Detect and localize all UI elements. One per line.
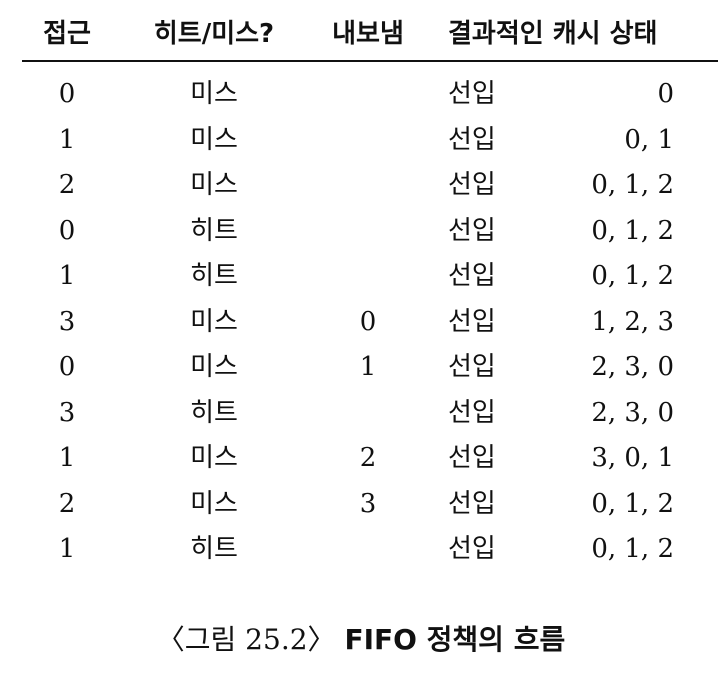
cell-hit-miss: 미스	[190, 306, 238, 337]
cell-insert: 선입	[448, 124, 496, 155]
cell-insert: 선입	[448, 443, 496, 473]
cell-hit-miss: 미스	[190, 124, 238, 155]
header-access: 접근	[43, 19, 91, 49]
cell-hit-miss: 미스	[190, 443, 238, 473]
table-header-row: 접근 히트/미스? 내보냄 결과적인 캐시 상태	[22, 8, 718, 62]
table-row: 0 미스 1 선입 2, 3, 0	[22, 345, 718, 391]
table-row: 1 히트 선입 0, 1, 2	[22, 254, 718, 300]
header-hit-miss: 히트/미스?	[153, 19, 275, 49]
cell-access: 0	[58, 215, 76, 246]
figure-caption: 〈그림 25.2〉 FIFO 정책의 흐름	[0, 620, 722, 660]
header-resulting-cache-state: 결과적인 캐시 상태	[448, 19, 658, 49]
cell-insert: 선입	[448, 306, 496, 337]
table-row: 1 히트 선입 0, 1, 2	[22, 527, 718, 573]
cell-access: 1	[58, 443, 76, 473]
cell-access: 1	[58, 261, 76, 291]
cell-access: 1	[58, 534, 76, 564]
table-row: 0 히트 선입 0, 1, 2	[22, 209, 718, 255]
cell-evicted: 0	[359, 306, 377, 337]
cell-access: 3	[58, 306, 76, 337]
caption-prefix: 〈그림 25.2〉	[156, 623, 336, 656]
cell-insert: 선입	[448, 261, 496, 291]
header-evicted: 내보냄	[332, 19, 404, 49]
cell-cache-state: 2, 3, 0	[591, 397, 674, 428]
cell-cache-state: 0, 1, 2	[591, 488, 674, 519]
caption-title: FIFO 정책의 흐름	[344, 623, 566, 656]
cell-cache-state: 0, 1, 2	[591, 215, 674, 246]
table-row: 1 미스 선입 0, 1	[22, 118, 718, 164]
cell-access: 0	[58, 352, 76, 382]
cell-access: 2	[58, 488, 76, 519]
cell-cache-state: 0, 1, 2	[591, 170, 674, 200]
cell-insert: 선입	[448, 79, 496, 109]
cell-insert: 선입	[448, 170, 496, 200]
cell-access: 1	[58, 124, 76, 155]
cell-insert: 선입	[448, 215, 496, 246]
cell-access: 2	[58, 170, 76, 200]
table-row: 2 미스 선입 0, 1, 2	[22, 163, 718, 209]
cell-cache-state: 0, 1	[624, 124, 674, 155]
cell-cache-state: 0, 1, 2	[591, 534, 674, 564]
cell-hit-miss: 미스	[190, 79, 238, 109]
cell-insert: 선입	[448, 352, 496, 382]
table-row: 2 미스 3 선입 0, 1, 2	[22, 482, 718, 528]
cell-cache-state: 3, 0, 1	[591, 443, 674, 473]
cell-hit-miss: 히트	[190, 261, 238, 291]
cell-hit-miss: 미스	[190, 170, 238, 200]
cell-hit-miss: 미스	[190, 352, 238, 382]
cell-evicted: 3	[359, 488, 377, 519]
cell-cache-state: 1, 2, 3	[591, 306, 674, 337]
cell-insert: 선입	[448, 397, 496, 428]
cell-hit-miss: 히트	[190, 215, 238, 246]
cell-cache-state: 0	[657, 79, 674, 109]
cell-evicted: 2	[359, 443, 377, 473]
cell-cache-state: 0, 1, 2	[591, 261, 674, 291]
table-row: 3 미스 0 선입 1, 2, 3	[22, 300, 718, 346]
cell-hit-miss: 히트	[190, 534, 238, 564]
cell-insert: 선입	[448, 534, 496, 564]
cell-insert: 선입	[448, 488, 496, 519]
cell-hit-miss: 미스	[190, 488, 238, 519]
cell-evicted: 1	[359, 352, 377, 382]
table-row: 3 히트 선입 2, 3, 0	[22, 391, 718, 437]
cell-access: 3	[58, 397, 76, 428]
cell-hit-miss: 히트	[190, 397, 238, 428]
cell-cache-state: 2, 3, 0	[591, 352, 674, 382]
table-row: 0 미스 선입 0	[22, 72, 718, 118]
cell-access: 0	[58, 79, 76, 109]
fifo-trace-table: 접근 히트/미스? 내보냄 결과적인 캐시 상태 0 미스 선입 0 1 미스 선입 0, 1…	[22, 8, 718, 573]
table-row: 1 미스 2 선입 3, 0, 1	[22, 436, 718, 482]
